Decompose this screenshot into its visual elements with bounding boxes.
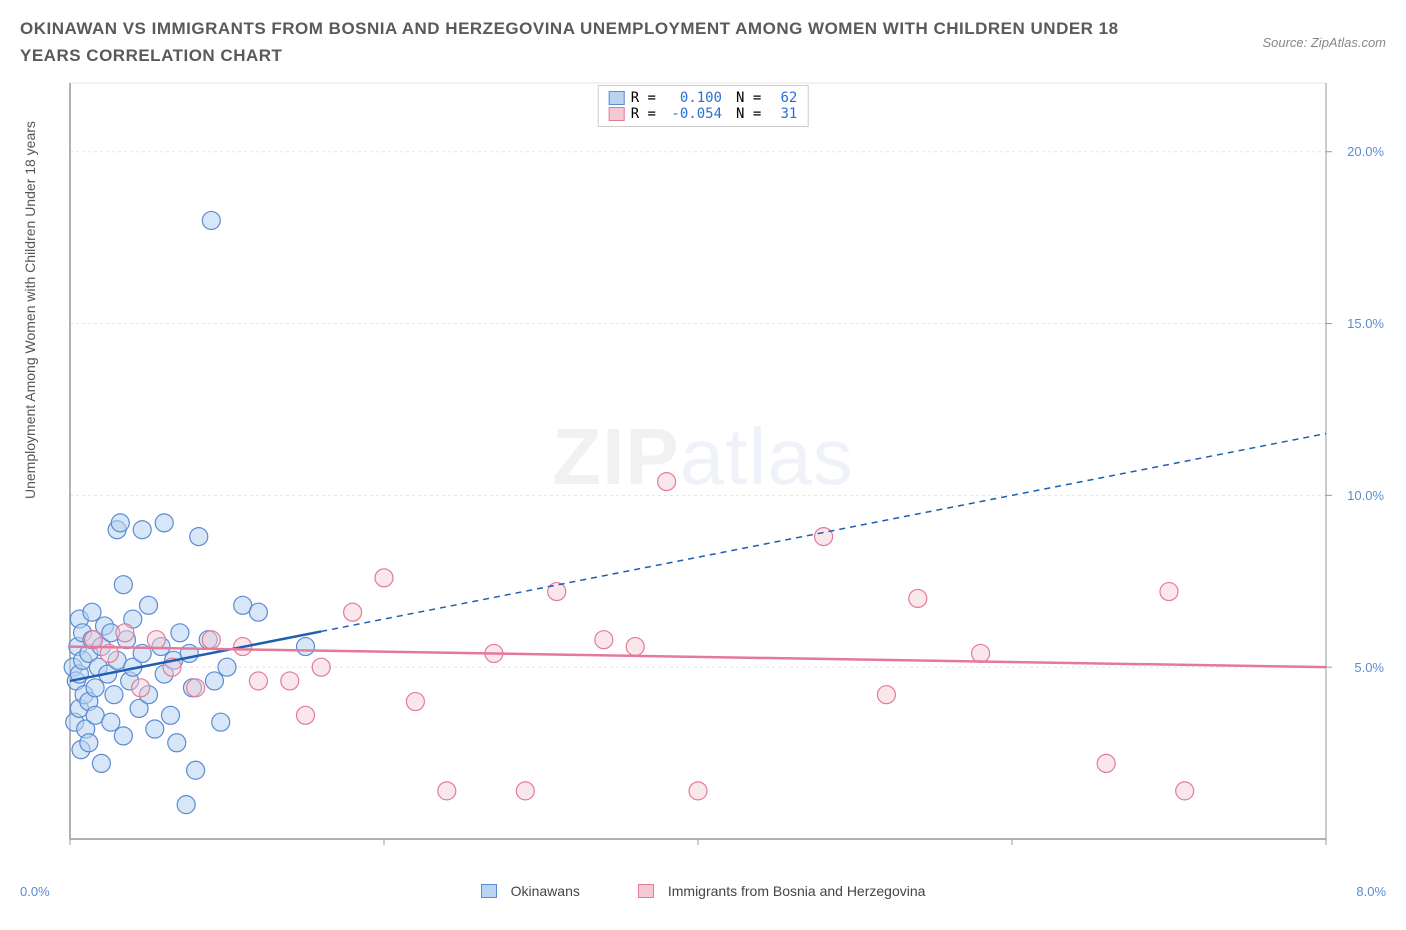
n-value-2: 31 [767,106,797,122]
y-tick-label: 5.0% [1354,660,1384,675]
r-label: R = [631,90,656,106]
stats-row-1: R = 0.100 N = 62 [609,90,798,106]
source-label: Source: ZipAtlas.com [1262,35,1386,50]
n-label: N = [736,106,761,122]
swatch-series-1-icon [481,884,497,898]
legend-label-1: Okinawans [511,883,580,899]
chart-area: Unemployment Among Women with Children U… [20,79,1386,899]
r-label: R = [631,106,656,122]
x-tick-min: 0.0% [20,884,50,899]
n-label: N = [736,90,761,106]
chart-title: OKINAWAN VS IMMIGRANTS FROM BOSNIA AND H… [20,15,1120,69]
n-value-1: 62 [767,90,797,106]
legend-label-2: Immigrants from Bosnia and Herzegovina [668,883,926,899]
y-tick-label: 10.0% [1347,488,1384,503]
stats-row-2: R = -0.054 N = 31 [609,106,798,122]
r-value-2: -0.054 [662,106,722,122]
stats-legend: R = 0.100 N = 62 R = -0.054 N = 31 [598,85,809,127]
y-axis-label: Unemployment Among Women with Children U… [22,479,38,499]
swatch-series-2 [609,107,625,121]
swatch-series-2-icon [638,884,654,898]
scatter-plot [60,79,1386,869]
swatch-series-1 [609,91,625,105]
x-tick-max: 8.0% [1356,884,1386,899]
legend-bottom: 0.0% Okinawans Immigrants from Bosnia an… [20,883,1386,899]
y-tick-label: 15.0% [1347,316,1384,331]
r-value-1: 0.100 [662,90,722,106]
y-tick-label: 20.0% [1347,144,1384,159]
